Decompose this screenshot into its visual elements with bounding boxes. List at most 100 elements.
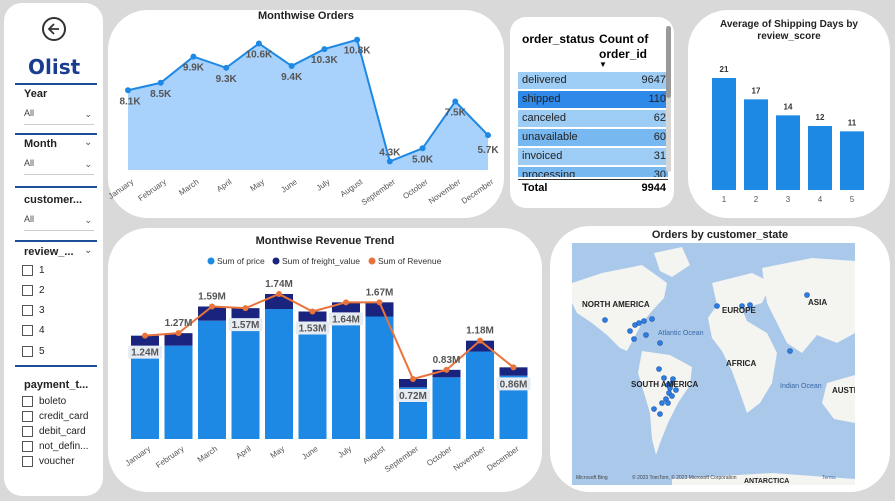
x-tick-label: 2 (754, 195, 759, 204)
data-label: 0.83M (433, 355, 461, 366)
legend-marker (272, 257, 280, 265)
map-marker (804, 292, 810, 298)
data-label: 12 (816, 113, 825, 122)
x-tick-label: 3 (786, 195, 791, 204)
x-tick-label: November (452, 444, 488, 473)
data-point (452, 98, 459, 105)
bar-freight (164, 333, 193, 346)
review-option-3[interactable]: 3 (22, 305, 45, 316)
checkbox[interactable] (22, 411, 33, 422)
table-row[interactable]: canceled 62 (518, 110, 668, 127)
checkbox[interactable] (22, 265, 33, 276)
map-label: EUROPE (722, 306, 756, 315)
payment-option-voucher[interactable]: voucher (22, 456, 75, 467)
month-filter-label: Month (24, 138, 57, 150)
checkbox[interactable] (22, 346, 33, 357)
bar-freight (466, 340, 494, 352)
scrollbar-thumb[interactable] (666, 26, 671, 98)
payment-option-credit-card[interactable]: credit_card (22, 411, 88, 422)
bar-price (164, 345, 193, 439)
data-label: 1.67M (366, 287, 394, 298)
data-label: 1.18M (466, 326, 494, 337)
review-option-1[interactable]: 1 (22, 265, 45, 276)
chevron-down-icon: ⌄ (84, 159, 92, 169)
x-tick-label: February (136, 177, 167, 203)
table-row[interactable]: shipped 110 (518, 91, 668, 108)
data-label-box (396, 389, 430, 402)
bar-freight (131, 335, 159, 348)
europe-africa-shape (708, 273, 777, 413)
status-cell: unavailable (522, 131, 578, 143)
sort-desc-icon[interactable]: ▼ (599, 60, 607, 69)
data-point (255, 40, 262, 47)
payment-option-boleto[interactable]: boleto (22, 396, 66, 407)
data-label: 0.86M (500, 379, 528, 390)
x-tick-label: 4 (818, 195, 823, 204)
table-row[interactable]: delivered 9647 (518, 72, 668, 89)
x-tick-label: July (336, 444, 353, 460)
bar-price (265, 309, 293, 439)
divider (15, 83, 97, 85)
checkbox[interactable] (22, 396, 33, 407)
month-dropdown[interactable]: All ⌄ (24, 158, 94, 175)
chevron-down-icon[interactable]: ⌄ (84, 137, 93, 148)
customer-dropdown[interactable]: All ⌄ (24, 214, 94, 231)
map-terms-link: Terms (822, 475, 836, 481)
col-header-count-2[interactable]: order_id (599, 47, 648, 61)
legend-label: Sum of price (217, 256, 265, 266)
year-dropdown[interactable]: All ⌄ (24, 108, 94, 125)
world-map[interactable]: NORTH AMERICA EUROPE ASIA AFRICA SOUTH A… (572, 243, 855, 485)
greenland-shape (654, 247, 690, 277)
revenue-point (276, 291, 282, 297)
x-tick-label: 1 (722, 195, 727, 204)
chevron-down-icon[interactable]: ⌄ (84, 245, 93, 256)
olist-logo: Olist (28, 55, 81, 79)
count-cell: 60 (653, 131, 666, 143)
data-label: 5.0K (412, 154, 434, 165)
back-button[interactable] (42, 17, 66, 41)
col-header-count-1[interactable]: Count of (599, 32, 649, 46)
review-option-2[interactable]: 2 (22, 285, 45, 296)
revenue-point (343, 299, 349, 306)
count-cell: 30 (653, 169, 666, 177)
checkbox[interactable] (22, 441, 33, 452)
data-point (321, 46, 328, 53)
review-option-4[interactable]: 4 (22, 325, 45, 336)
col-header-status[interactable]: order_status (522, 32, 595, 46)
table-scrollbar[interactable] (666, 26, 671, 172)
revenue-point (142, 332, 148, 339)
map-label: AFRICA (726, 359, 756, 368)
bar-price (198, 320, 226, 439)
x-tick-label: May (249, 177, 267, 193)
map-marker (602, 317, 608, 323)
data-label: 7.5K (445, 108, 467, 119)
data-label: 5.7K (477, 145, 499, 156)
data-label: 1.24M (131, 348, 159, 359)
data-point (190, 53, 197, 60)
data-label: 10.6K (246, 49, 273, 60)
checkbox[interactable] (22, 325, 33, 336)
bar-price (466, 351, 494, 439)
review-option-5[interactable]: 5 (22, 346, 45, 357)
payment-option-not-defined[interactable]: not_defin... (22, 441, 88, 452)
checkbox[interactable] (22, 285, 33, 296)
x-tick-label: August (361, 444, 387, 466)
map-label: ANTARCTICA (744, 478, 789, 485)
x-tick-label: December (460, 177, 496, 206)
payment-option-debit-card[interactable]: debit_card (22, 426, 86, 437)
total-value: 9944 (641, 182, 666, 194)
map-marker (670, 376, 676, 382)
checkbox[interactable] (22, 456, 33, 467)
checkbox[interactable] (22, 426, 33, 437)
shipping-bar-chart: 21 1 17 2 14 3 12 4 11 5 (712, 65, 864, 204)
bar-price (231, 322, 260, 439)
data-label: 14 (784, 102, 793, 111)
orders-area (128, 39, 488, 171)
table-row[interactable]: invoiced 31 (518, 148, 668, 165)
data-point (419, 145, 426, 152)
table-row[interactable]: processing 30 (518, 167, 668, 177)
checkbox[interactable] (22, 305, 33, 316)
payment-filter-label: payment_t... (24, 379, 89, 391)
table-row[interactable]: unavailable 60 (518, 129, 668, 146)
total-label: Total (522, 182, 548, 194)
